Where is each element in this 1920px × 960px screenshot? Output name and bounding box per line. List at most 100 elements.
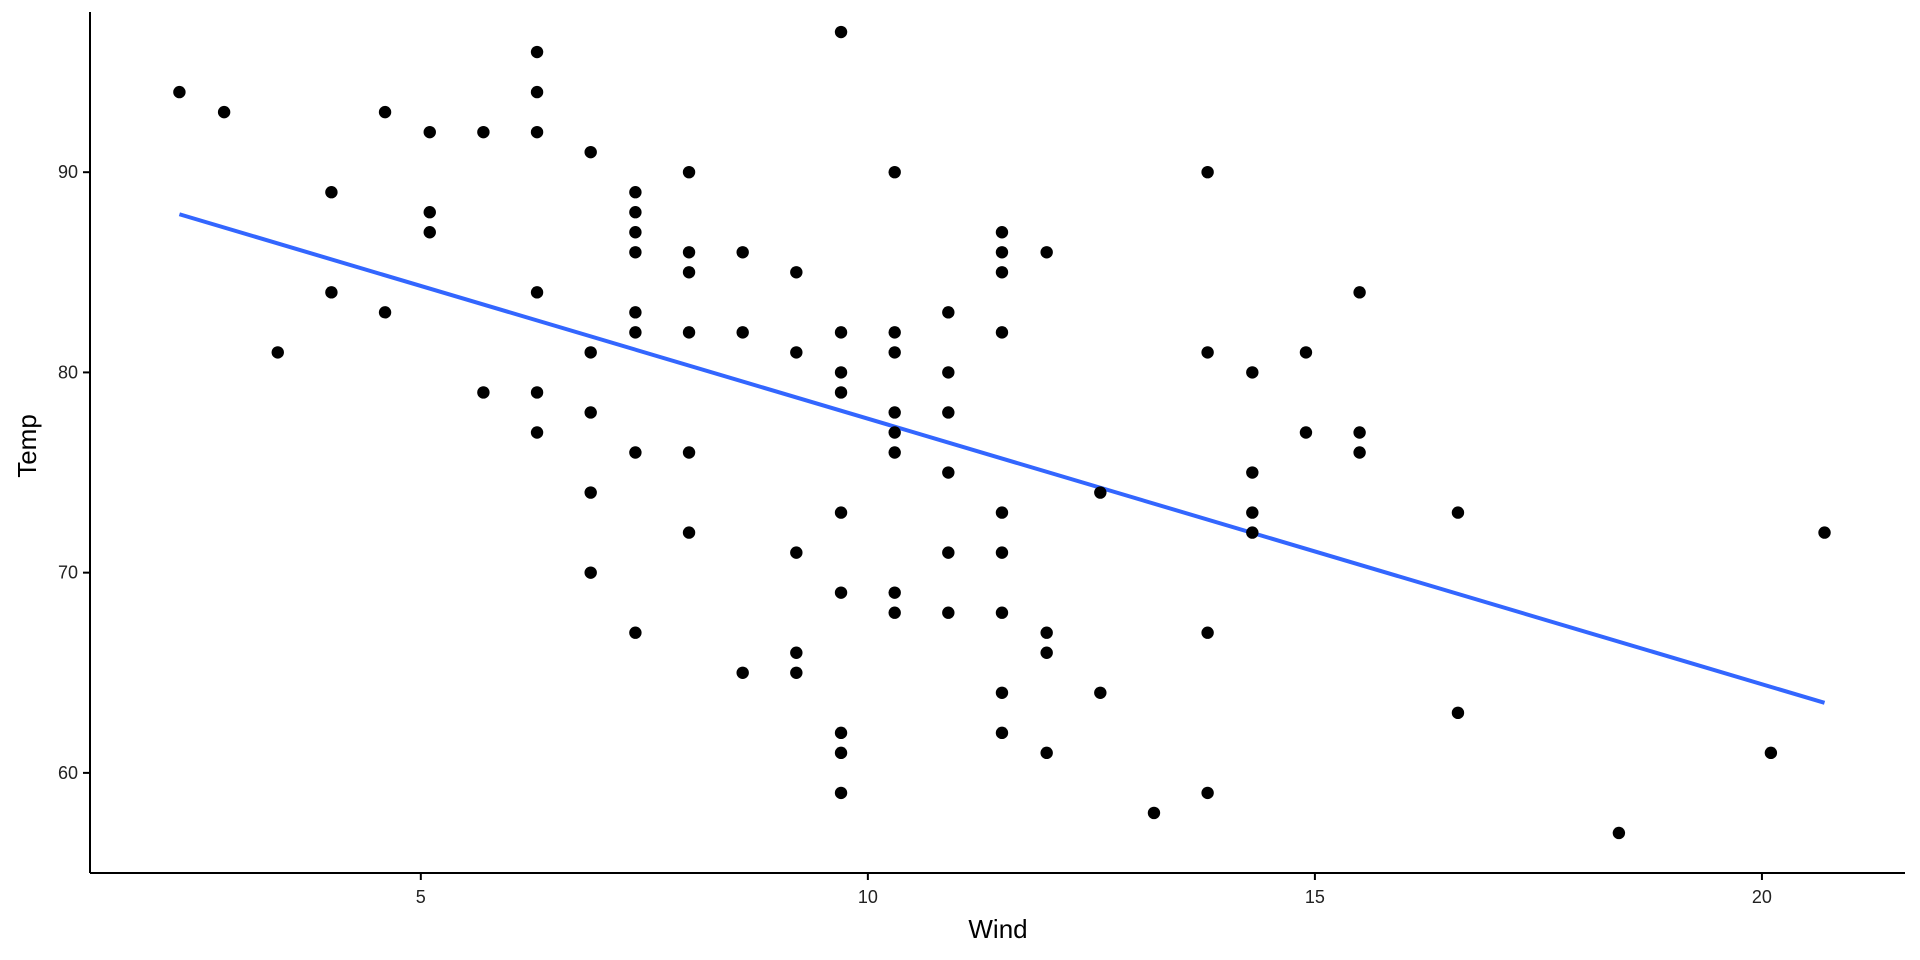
data-point bbox=[1246, 366, 1259, 379]
data-point bbox=[888, 326, 901, 339]
data-point bbox=[1201, 786, 1214, 800]
data-point bbox=[834, 386, 848, 399]
data-point bbox=[995, 266, 1009, 279]
data-point bbox=[888, 606, 901, 619]
x-tick-label: 20 bbox=[1752, 887, 1772, 907]
data-point bbox=[629, 206, 642, 219]
data-point bbox=[423, 226, 436, 239]
data-point bbox=[1451, 506, 1465, 519]
data-point bbox=[995, 326, 1009, 339]
data-point bbox=[736, 326, 749, 339]
data-point bbox=[477, 125, 490, 139]
data-point bbox=[790, 646, 803, 659]
data-point bbox=[629, 306, 642, 319]
data-point bbox=[790, 546, 803, 559]
data-point bbox=[682, 446, 696, 459]
data-point bbox=[1040, 746, 1053, 760]
data-point bbox=[1147, 806, 1161, 820]
data-point bbox=[629, 186, 642, 199]
data-point bbox=[995, 546, 1009, 559]
data-point bbox=[682, 266, 696, 279]
x-tick-label: 10 bbox=[858, 887, 878, 907]
data-point bbox=[834, 366, 848, 379]
data-point bbox=[1201, 346, 1214, 359]
data-point bbox=[995, 606, 1009, 619]
data-point bbox=[682, 165, 696, 179]
data-point bbox=[790, 346, 803, 359]
x-axis-title: Wind bbox=[968, 914, 1027, 944]
data-point bbox=[682, 246, 696, 259]
data-point bbox=[888, 426, 901, 439]
data-point bbox=[173, 85, 186, 99]
data-point bbox=[942, 366, 955, 379]
data-point bbox=[790, 266, 803, 279]
data-point bbox=[834, 586, 848, 599]
data-point bbox=[682, 526, 696, 539]
data-point bbox=[1612, 826, 1626, 840]
data-point bbox=[1299, 346, 1313, 359]
data-point bbox=[834, 506, 848, 519]
data-point bbox=[1246, 466, 1259, 479]
y-tick-label: 90 bbox=[58, 162, 78, 182]
data-point bbox=[584, 346, 597, 359]
data-point bbox=[888, 346, 901, 359]
data-point bbox=[995, 246, 1009, 259]
data-point bbox=[834, 726, 848, 740]
data-point bbox=[584, 566, 597, 579]
data-point bbox=[629, 326, 642, 339]
data-point bbox=[834, 746, 848, 760]
data-point bbox=[423, 125, 436, 139]
data-point bbox=[995, 506, 1009, 519]
data-point bbox=[1451, 706, 1465, 720]
data-point bbox=[1246, 506, 1259, 519]
data-point bbox=[378, 306, 392, 319]
fit-line-layer bbox=[178, 212, 1826, 705]
data-point bbox=[995, 226, 1009, 239]
data-point bbox=[325, 186, 338, 199]
data-point bbox=[423, 206, 436, 219]
data-point bbox=[1353, 426, 1366, 439]
data-point bbox=[736, 666, 749, 679]
data-point bbox=[995, 726, 1009, 740]
data-point bbox=[584, 145, 597, 159]
data-point bbox=[1764, 746, 1778, 760]
data-point bbox=[530, 426, 544, 439]
data-point bbox=[629, 446, 642, 459]
data-point bbox=[995, 686, 1009, 699]
data-point bbox=[530, 45, 544, 59]
y-axis-title: Temp bbox=[12, 414, 42, 478]
data-point bbox=[736, 246, 749, 259]
data-point bbox=[271, 346, 284, 359]
data-point bbox=[942, 306, 955, 319]
data-point bbox=[942, 546, 955, 559]
data-point bbox=[834, 326, 848, 339]
data-point bbox=[888, 446, 901, 459]
data-point bbox=[834, 25, 848, 39]
data-point bbox=[629, 626, 642, 639]
data-point bbox=[834, 786, 848, 800]
x-tick-label: 5 bbox=[416, 887, 426, 907]
data-point bbox=[1040, 626, 1053, 639]
data-point bbox=[378, 105, 392, 119]
y-tick-label: 60 bbox=[58, 763, 78, 783]
data-point bbox=[682, 326, 696, 339]
data-point bbox=[1201, 165, 1214, 179]
regression-line bbox=[178, 212, 1826, 705]
data-point bbox=[888, 586, 901, 599]
axes bbox=[89, 12, 1905, 874]
data-point bbox=[1353, 286, 1366, 299]
data-point bbox=[790, 666, 803, 679]
data-point bbox=[1040, 246, 1053, 259]
data-point bbox=[629, 246, 642, 259]
data-point bbox=[325, 286, 338, 299]
data-point bbox=[1094, 686, 1107, 699]
data-point bbox=[530, 125, 544, 139]
data-point bbox=[1353, 446, 1366, 459]
data-point bbox=[942, 606, 955, 619]
data-point bbox=[584, 486, 597, 499]
data-point bbox=[1299, 426, 1313, 439]
points-layer bbox=[173, 25, 1831, 840]
data-point bbox=[584, 406, 597, 419]
data-point bbox=[530, 85, 544, 99]
